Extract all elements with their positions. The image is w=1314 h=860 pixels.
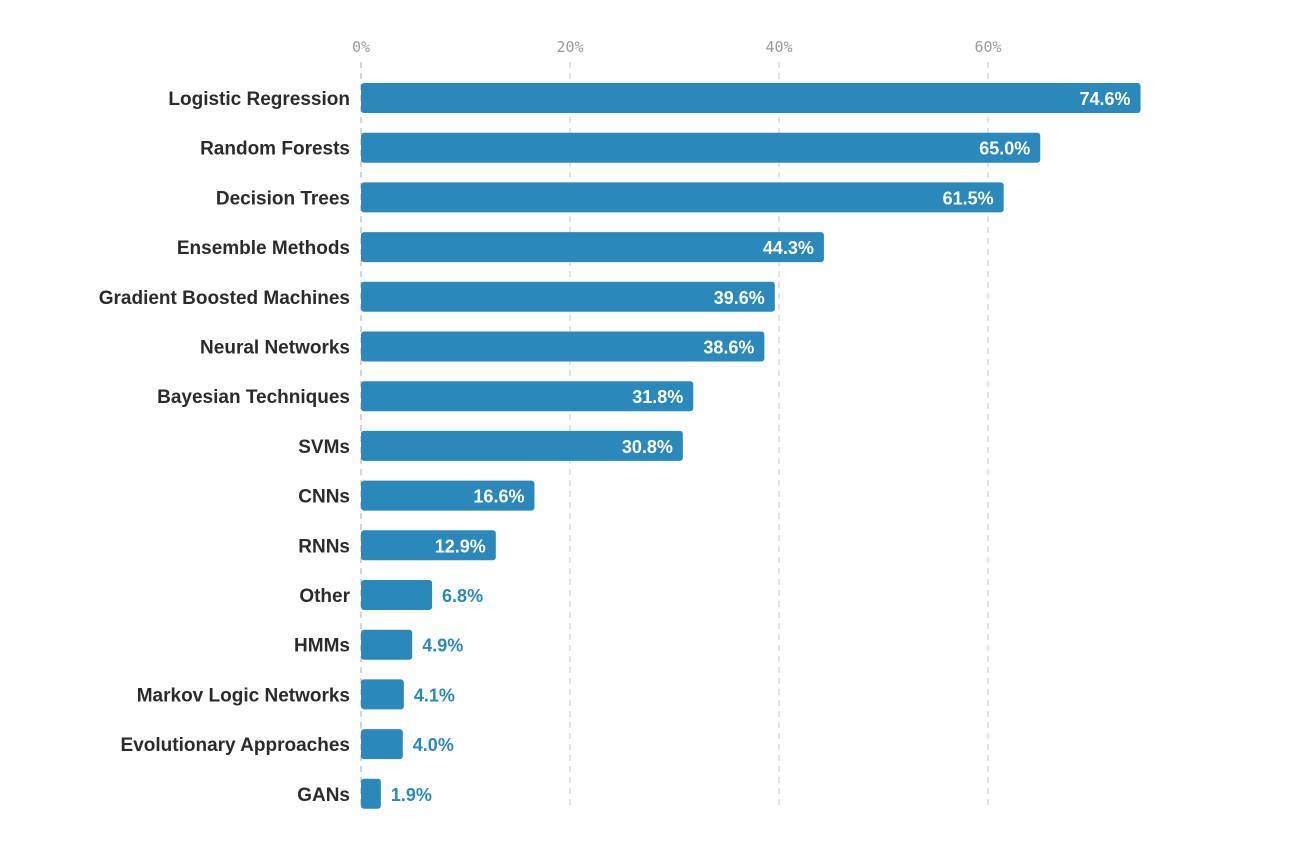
bar (361, 281, 775, 312)
bar (361, 629, 413, 660)
value-label: 38.6% (703, 338, 754, 358)
x-tick-label: 0% (352, 38, 370, 56)
bar (361, 729, 403, 760)
category-label: Other (299, 586, 350, 607)
category-label: Logistic Regression (168, 89, 350, 110)
value-label: 31.8% (632, 387, 683, 407)
bar-row: Bayesian Techniques 31.8% (157, 381, 694, 412)
value-label: 44.3% (763, 238, 814, 258)
bar-row: Evolutionary Approaches 4.0% (121, 729, 454, 760)
category-label: GANs (297, 785, 350, 806)
category-label: Bayesian Techniques (157, 387, 350, 408)
value-label: 1.9% (391, 785, 432, 805)
bar (361, 580, 433, 610)
bar-row: Ensemble Methods 44.3% (177, 232, 824, 263)
bar-row: Markov Logic Networks 4.1% (137, 679, 455, 710)
bar-row: Neural Networks 38.6% (200, 331, 765, 362)
bar (361, 83, 1141, 113)
value-label: 6.8% (442, 586, 483, 606)
bar-row: Other 6.8% (299, 580, 483, 610)
category-label: RNNs (298, 536, 350, 557)
value-label: 16.6% (473, 487, 524, 507)
bar-row: RNNs 12.9% (298, 530, 496, 561)
bar (361, 182, 1004, 213)
value-label: 4.0% (413, 735, 454, 755)
category-label: Decision Trees (216, 188, 350, 209)
category-label: Gradient Boosted Machines (99, 288, 350, 309)
bar (361, 530, 496, 561)
bar (361, 679, 404, 710)
category-label: CNNs (298, 487, 350, 508)
x-tick-label: 40% (765, 38, 792, 56)
x-tick-label: 20% (556, 38, 583, 56)
value-label: 30.8% (622, 437, 673, 457)
value-label: 65.0% (979, 139, 1030, 159)
bar-row: Random Forests 65.0% (200, 132, 1041, 163)
category-label: HMMs (294, 636, 350, 657)
bar-row: HMMs 4.9% (294, 629, 463, 660)
category-label: Random Forests (200, 139, 350, 160)
bar (361, 430, 683, 461)
bar-row: SVMs 30.8% (298, 430, 683, 461)
x-tick-label: 60% (974, 38, 1001, 56)
category-label: SVMs (298, 437, 350, 458)
bar (361, 381, 694, 412)
bar (361, 778, 381, 809)
bar (361, 132, 1041, 163)
category-label: Ensemble Methods (177, 238, 350, 259)
bar (361, 331, 765, 362)
category-label: Evolutionary Approaches (121, 735, 350, 756)
bar (361, 480, 535, 511)
category-label: Neural Networks (200, 338, 350, 359)
value-label: 4.1% (414, 685, 455, 705)
value-label: 74.6% (1080, 89, 1131, 109)
bar-row: Gradient Boosted Machines 39.6% (99, 281, 775, 312)
value-label: 61.5% (943, 188, 994, 208)
x-axis-ticks: 0% 20% 40% 60% (352, 38, 1002, 56)
category-label: Markov Logic Networks (137, 685, 350, 706)
bar-row: Decision Trees 61.5% (216, 182, 1004, 213)
bar-row: GANs 1.9% (297, 778, 432, 809)
bars: Logistic Regression 74.6% Random Forests 65… (99, 83, 1141, 809)
bar-row: CNNs 16.6% (298, 480, 535, 511)
bar-row: Logistic Regression 74.6% (168, 83, 1141, 113)
value-label: 4.9% (422, 636, 463, 656)
value-label: 39.6% (714, 288, 765, 308)
bar (361, 232, 824, 263)
value-label: 12.9% (435, 536, 486, 556)
